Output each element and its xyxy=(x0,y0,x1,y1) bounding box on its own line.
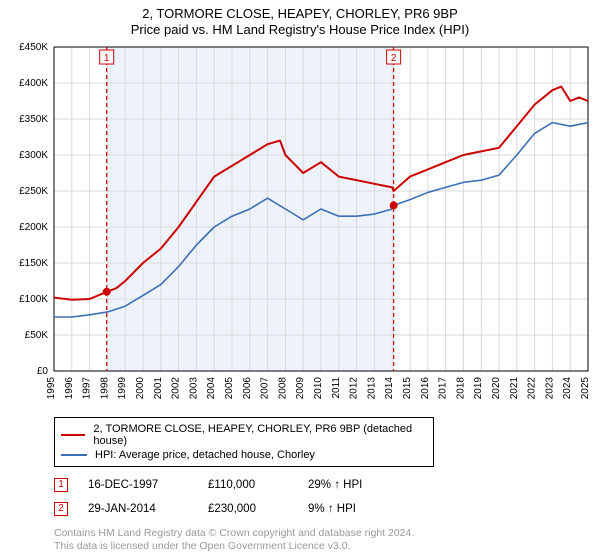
title-block: 2, TORMORE CLOSE, HEAPEY, CHORLEY, PR6 9… xyxy=(8,6,592,39)
sales-list: 1 16-DEC-1997 £110,000 29% ↑ HPI 2 29-JA… xyxy=(54,473,592,521)
sale-marker-icon: 1 xyxy=(54,478,68,492)
legend-swatch-icon xyxy=(61,454,87,456)
chart-container: 2, TORMORE CLOSE, HEAPEY, CHORLEY, PR6 9… xyxy=(0,0,600,560)
line-chart: £0 £50K £100K £150K £200K £250K £300K £350K £400… xyxy=(8,41,592,411)
svg-text:2001: 2001 xyxy=(153,376,164,399)
sale-marker-number: 2 xyxy=(58,504,64,514)
svg-text:1999: 1999 xyxy=(117,376,128,399)
legend-item: HPI: Average price, detached house, Chor… xyxy=(61,448,427,462)
svg-text:£150K: £150K xyxy=(19,258,48,269)
title-address: 2, TORMORE CLOSE, HEAPEY, CHORLEY, PR6 9… xyxy=(8,6,592,22)
svg-text:2023: 2023 xyxy=(544,376,555,399)
sale-row: 1 16-DEC-1997 £110,000 29% ↑ HPI xyxy=(54,473,592,497)
title-subtitle: Price paid vs. HM Land Registry's House … xyxy=(8,22,592,38)
sale-date: 16-DEC-1997 xyxy=(88,479,208,491)
sale-price: £230,000 xyxy=(208,503,308,515)
legend-swatch-icon xyxy=(61,434,85,436)
svg-text:2013: 2013 xyxy=(366,376,377,399)
svg-text:2002: 2002 xyxy=(171,376,182,399)
svg-text:£400K: £400K xyxy=(19,78,48,89)
svg-text:2022: 2022 xyxy=(527,376,538,399)
svg-text:2004: 2004 xyxy=(206,376,217,399)
svg-text:1: 1 xyxy=(104,53,110,64)
svg-text:2009: 2009 xyxy=(295,376,306,399)
chart-area: £0 £50K £100K £150K £200K £250K £300K £350K £400… xyxy=(8,41,592,411)
svg-text:2005: 2005 xyxy=(224,376,235,399)
svg-text:£0: £0 xyxy=(37,366,49,377)
svg-text:2016: 2016 xyxy=(420,376,431,399)
svg-text:2000: 2000 xyxy=(135,376,146,399)
svg-text:1998: 1998 xyxy=(99,376,110,399)
svg-text:2015: 2015 xyxy=(402,376,413,399)
svg-text:£300K: £300K xyxy=(19,150,48,161)
legend: 2, TORMORE CLOSE, HEAPEY, CHORLEY, PR6 9… xyxy=(54,417,434,467)
sale-row: 2 29-JAN-2014 £230,000 9% ↑ HPI xyxy=(54,497,592,521)
svg-text:£250K: £250K xyxy=(19,186,48,197)
sale-marker-number: 1 xyxy=(58,480,64,490)
svg-text:2021: 2021 xyxy=(509,376,520,399)
legend-label: 2, TORMORE CLOSE, HEAPEY, CHORLEY, PR6 9… xyxy=(93,423,427,447)
svg-text:£350K: £350K xyxy=(19,114,48,125)
sale-price: £110,000 xyxy=(208,479,308,491)
svg-text:2008: 2008 xyxy=(277,376,288,399)
svg-text:2010: 2010 xyxy=(313,376,324,399)
svg-text:2025: 2025 xyxy=(580,376,591,399)
footer-line: Contains HM Land Registry data © Crown c… xyxy=(54,527,592,541)
legend-label: HPI: Average price, detached house, Chor… xyxy=(95,449,315,461)
svg-text:2018: 2018 xyxy=(455,376,466,399)
svg-text:2007: 2007 xyxy=(260,376,271,399)
sale-marker-icon: 2 xyxy=(54,502,68,516)
sale-date: 29-JAN-2014 xyxy=(88,503,208,515)
svg-text:2014: 2014 xyxy=(384,376,395,399)
svg-text:1996: 1996 xyxy=(64,376,75,399)
legend-item: 2, TORMORE CLOSE, HEAPEY, CHORLEY, PR6 9… xyxy=(61,422,427,448)
sale-diff: 9% ↑ HPI xyxy=(308,503,428,515)
svg-text:1995: 1995 xyxy=(46,376,57,399)
svg-text:2024: 2024 xyxy=(562,376,573,399)
svg-text:£100K: £100K xyxy=(19,294,48,305)
svg-text:2017: 2017 xyxy=(438,376,449,399)
svg-text:£450K: £450K xyxy=(19,42,48,53)
sale-diff: 29% ↑ HPI xyxy=(308,479,428,491)
svg-text:2006: 2006 xyxy=(242,376,253,399)
svg-text:2003: 2003 xyxy=(188,376,199,399)
svg-text:£200K: £200K xyxy=(19,222,48,233)
footer-attribution: Contains HM Land Registry data © Crown c… xyxy=(54,527,592,554)
svg-text:2012: 2012 xyxy=(349,376,360,399)
svg-text:£50K: £50K xyxy=(25,330,49,341)
svg-text:2019: 2019 xyxy=(473,376,484,399)
footer-line: This data is licensed under the Open Gov… xyxy=(54,540,592,554)
svg-text:2011: 2011 xyxy=(331,376,342,398)
svg-text:2: 2 xyxy=(391,53,397,64)
svg-text:1997: 1997 xyxy=(82,376,93,399)
svg-text:2020: 2020 xyxy=(491,376,502,399)
